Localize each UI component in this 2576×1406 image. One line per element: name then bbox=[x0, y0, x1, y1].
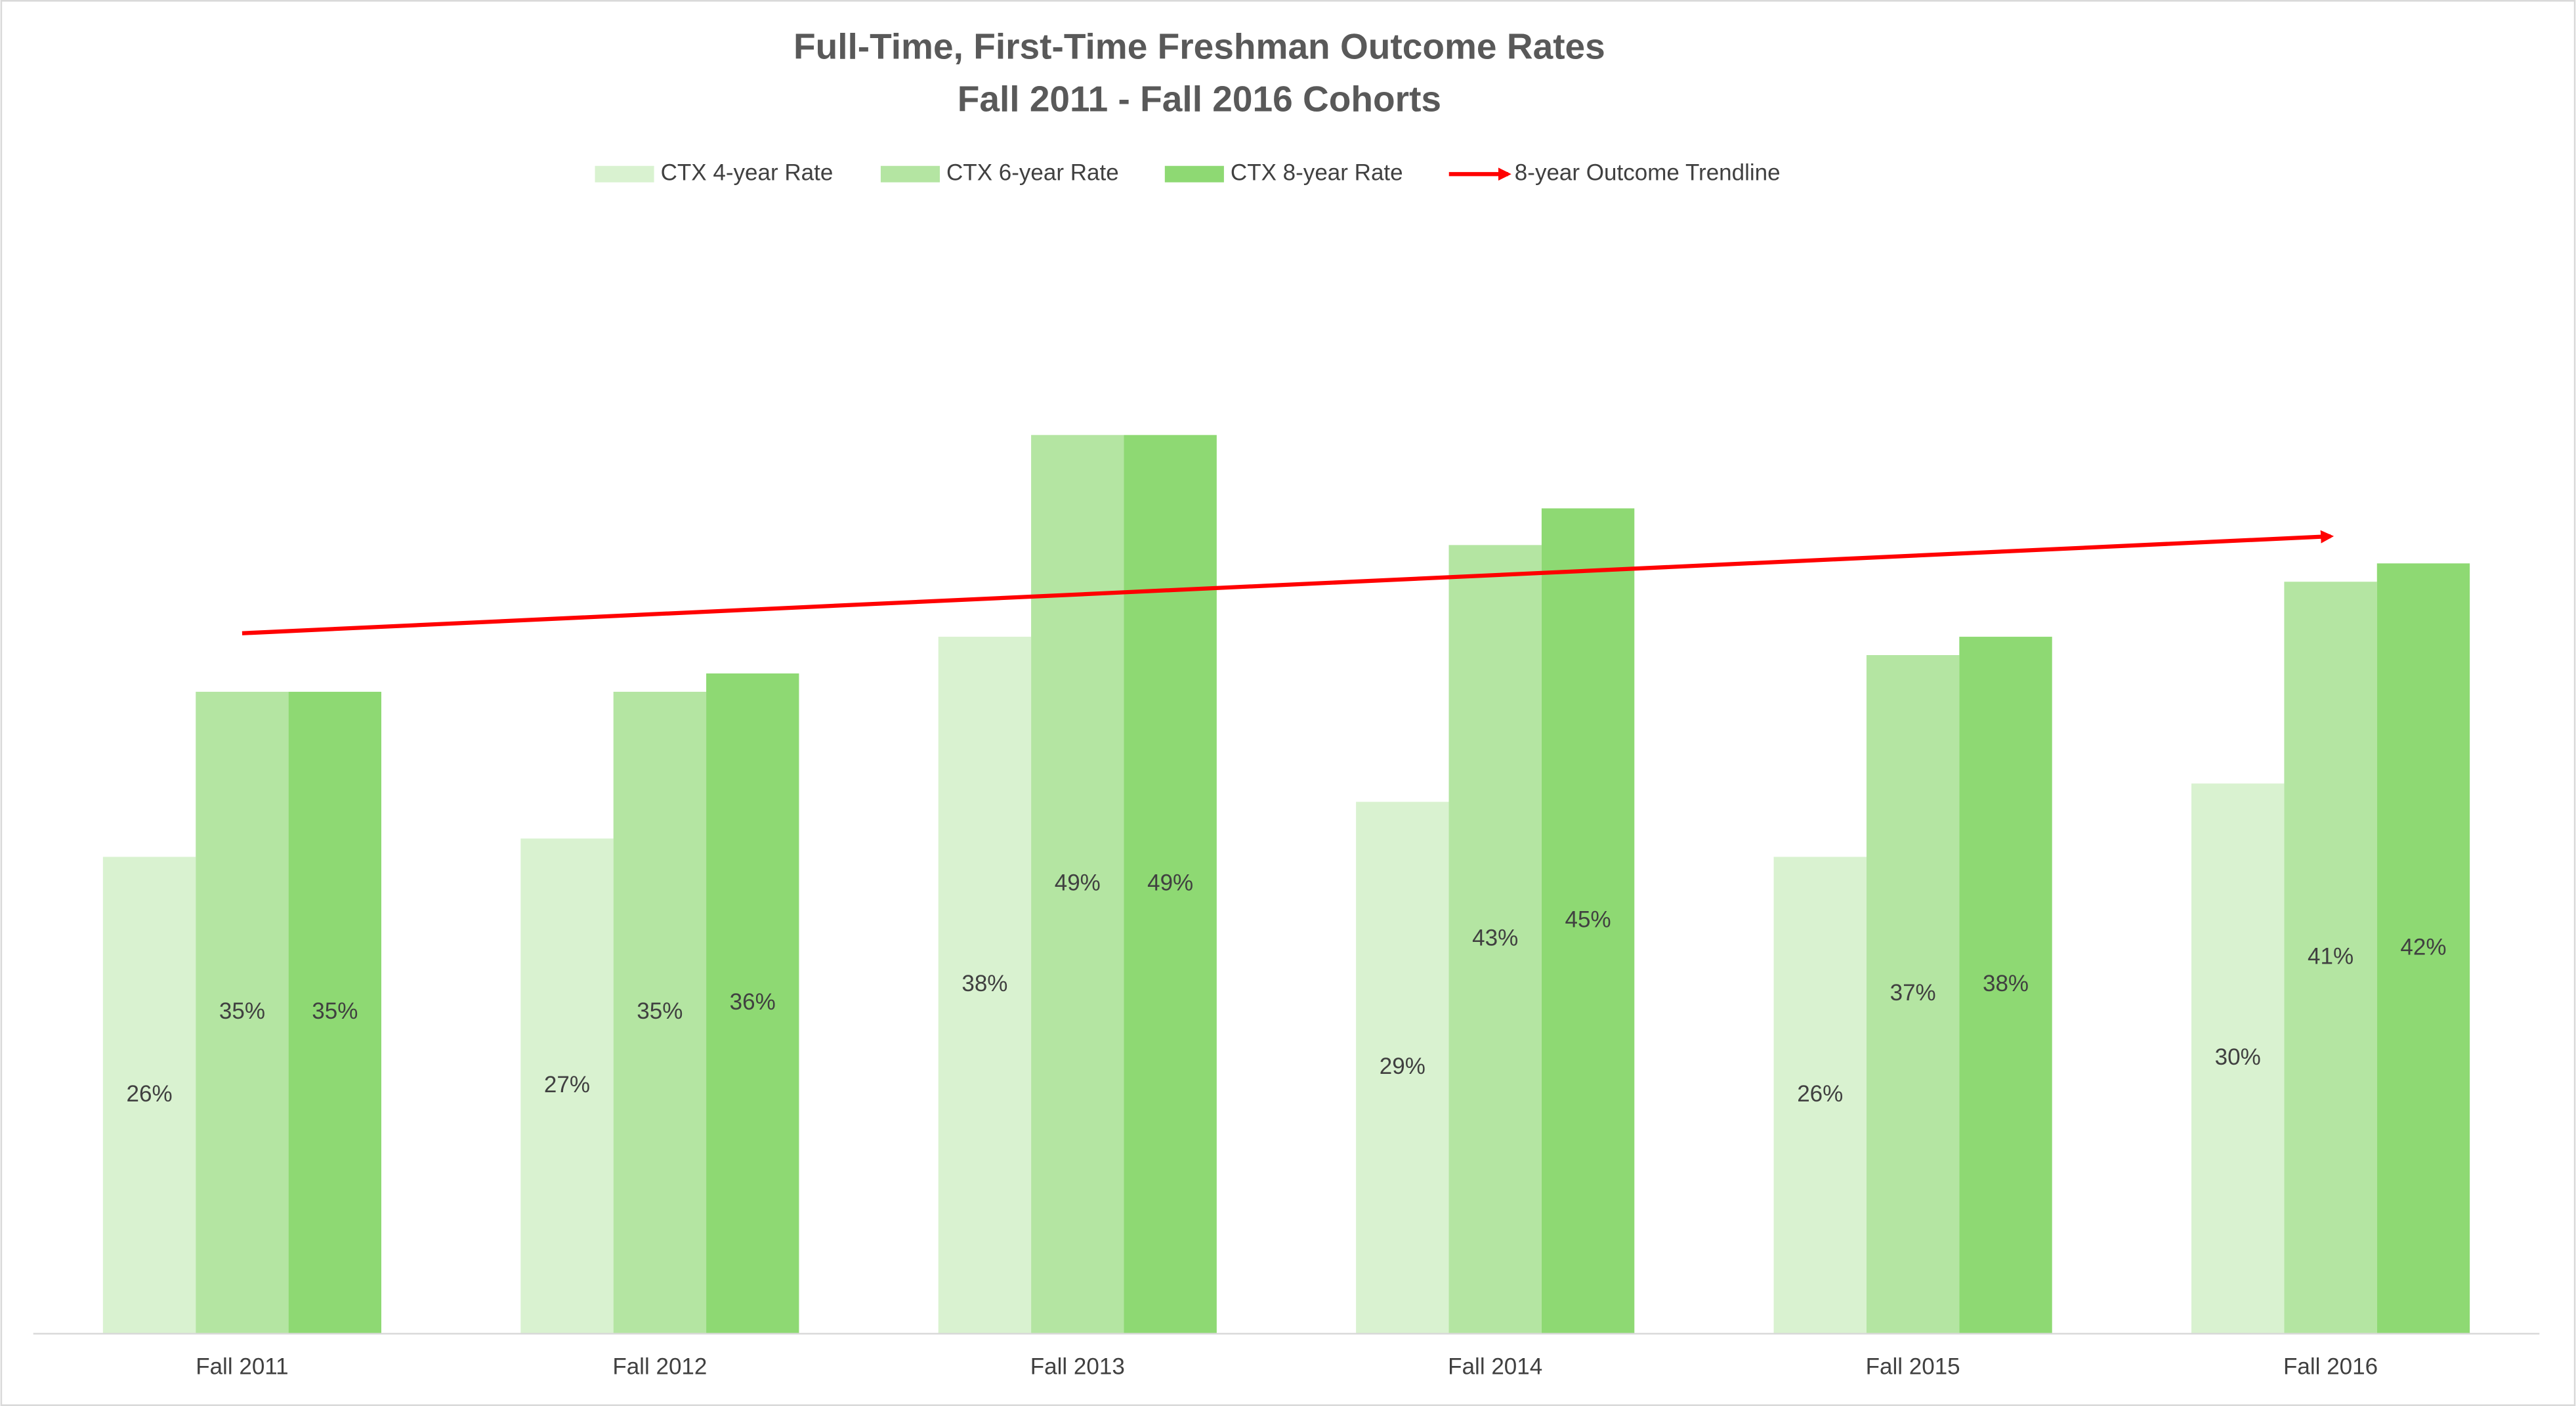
bar bbox=[2284, 582, 2377, 1334]
data-label: 26% bbox=[126, 1081, 172, 1107]
bar bbox=[1866, 655, 1960, 1334]
bar bbox=[1356, 801, 1449, 1334]
bar bbox=[1448, 545, 1542, 1334]
bar bbox=[102, 857, 196, 1334]
bar bbox=[520, 838, 614, 1334]
data-label: 36% bbox=[730, 989, 776, 1015]
data-label: 35% bbox=[637, 998, 683, 1024]
legend-label: CTX 4-year Rate bbox=[661, 160, 834, 185]
data-label: 38% bbox=[1983, 971, 2029, 996]
bar bbox=[196, 691, 289, 1334]
bar bbox=[938, 637, 1032, 1334]
bar bbox=[2376, 563, 2470, 1334]
bar bbox=[288, 691, 382, 1334]
bar bbox=[613, 691, 707, 1334]
bar bbox=[1541, 508, 1635, 1334]
data-label: 42% bbox=[2400, 934, 2446, 960]
legend-label: 8-year Outcome Trendline bbox=[1515, 160, 1781, 185]
bar bbox=[1031, 435, 1124, 1334]
data-label: 38% bbox=[961, 971, 1007, 996]
chart-subtitle: Fall 2011 - Fall 2016 Cohorts bbox=[958, 79, 1441, 119]
legend-label: CTX 6-year Rate bbox=[946, 160, 1119, 185]
trendline bbox=[242, 530, 2334, 635]
bar bbox=[1124, 435, 1217, 1334]
chart-title: Full-Time, First-Time Freshman Outcome R… bbox=[793, 26, 1605, 67]
x-tick-label: Fall 2016 bbox=[2283, 1354, 2378, 1380]
data-label: 35% bbox=[219, 998, 265, 1024]
bar bbox=[2191, 783, 2285, 1334]
data-label: 27% bbox=[544, 1072, 590, 1097]
bar bbox=[1959, 637, 2052, 1334]
data-label: 29% bbox=[1380, 1054, 1425, 1079]
data-label: 35% bbox=[312, 998, 358, 1024]
bar bbox=[706, 673, 799, 1334]
data-label: 30% bbox=[2215, 1044, 2261, 1070]
data-label: 41% bbox=[2308, 943, 2354, 969]
legend-label: CTX 8-year Rate bbox=[1231, 160, 1403, 185]
data-label: 26% bbox=[1797, 1081, 1843, 1107]
bar bbox=[1773, 857, 1867, 1334]
data-label: 49% bbox=[1055, 870, 1101, 896]
data-label: 43% bbox=[1472, 925, 1518, 950]
legend-swatch bbox=[595, 165, 654, 182]
x-tick-label: Fall 2011 bbox=[196, 1354, 288, 1380]
data-label: 37% bbox=[1890, 980, 1936, 1006]
x-tick-label: Fall 2015 bbox=[1866, 1354, 1960, 1380]
x-tick-label: Fall 2013 bbox=[1030, 1354, 1125, 1380]
x-tick-label: Fall 2012 bbox=[612, 1354, 707, 1380]
x-tick-label: Fall 2014 bbox=[1448, 1354, 1542, 1380]
data-label: 49% bbox=[1147, 870, 1193, 896]
data-label: 45% bbox=[1565, 906, 1611, 932]
legend-swatch bbox=[1164, 165, 1224, 182]
legend-swatch bbox=[880, 165, 940, 182]
